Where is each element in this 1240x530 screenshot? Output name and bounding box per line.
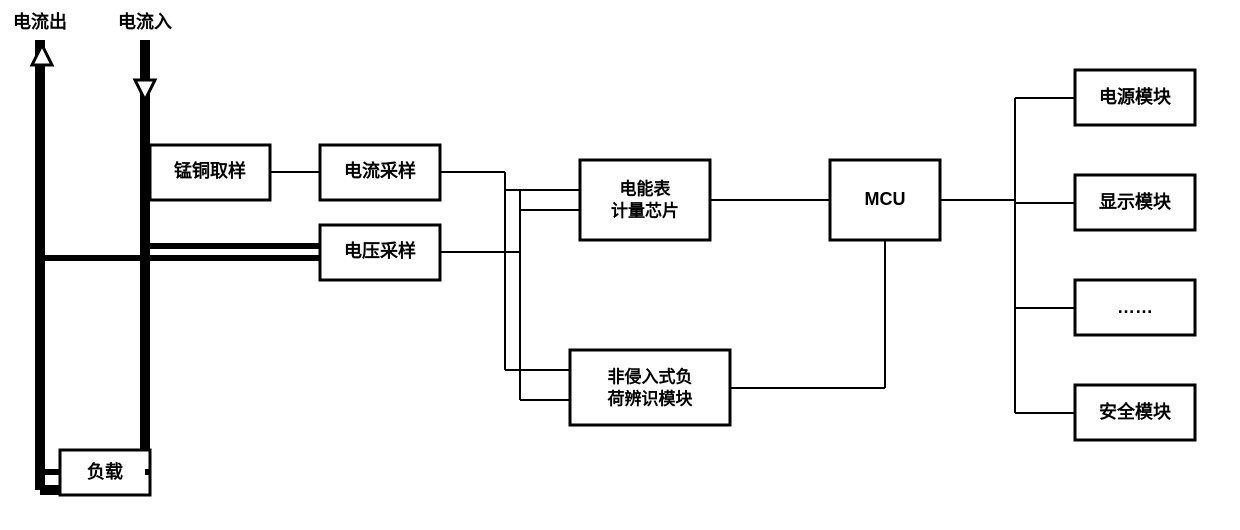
box-voltage-sampling: 电压采样	[320, 225, 440, 280]
label-mcu: MCU	[865, 189, 906, 209]
label-load: 负载	[87, 461, 123, 482]
label-meter-chip-1: 电能表	[620, 178, 672, 198]
label-display-module: 显示模块	[1099, 191, 1172, 212]
label-power-module: 电源模块	[1099, 86, 1172, 107]
label-manganin: 锰铜取样	[174, 160, 246, 181]
label-current-sampling: 电流采样	[344, 160, 416, 181]
label-safety-module: 安全模块	[1099, 401, 1172, 422]
box-current-sampling: 电流采样	[320, 145, 440, 200]
box-meter-chip: 电能表 计量芯片	[580, 160, 710, 240]
label-meter-chip-2: 计量芯片	[611, 200, 679, 220]
box-ellipsis: ……	[1075, 280, 1195, 335]
label-nilm-2: 荷辨识模块	[608, 388, 694, 408]
box-safety-module: 安全模块	[1075, 385, 1195, 440]
arrow-current-in	[135, 48, 155, 100]
label-voltage-sampling: 电压采样	[344, 240, 416, 261]
label-current-out: 电流出	[13, 11, 67, 32]
block-diagram: 电流出 电流入 锰铜取样 电流采样 电压采样 负载 电能表 计量芯片 MCU	[0, 0, 1240, 530]
box-manganin: 锰铜取样	[150, 145, 270, 200]
label-nilm-1: 非侵入式负	[608, 366, 693, 386]
label-ellipsis: ……	[1117, 297, 1153, 317]
box-nilm: 非侵入式负 荷辨识模块	[570, 350, 730, 425]
box-display-module: 显示模块	[1075, 175, 1195, 230]
label-current-in: 电流入	[118, 11, 172, 32]
box-mcu: MCU	[830, 160, 940, 240]
box-load: 负载	[60, 450, 150, 495]
box-power-module: 电源模块	[1075, 70, 1195, 125]
